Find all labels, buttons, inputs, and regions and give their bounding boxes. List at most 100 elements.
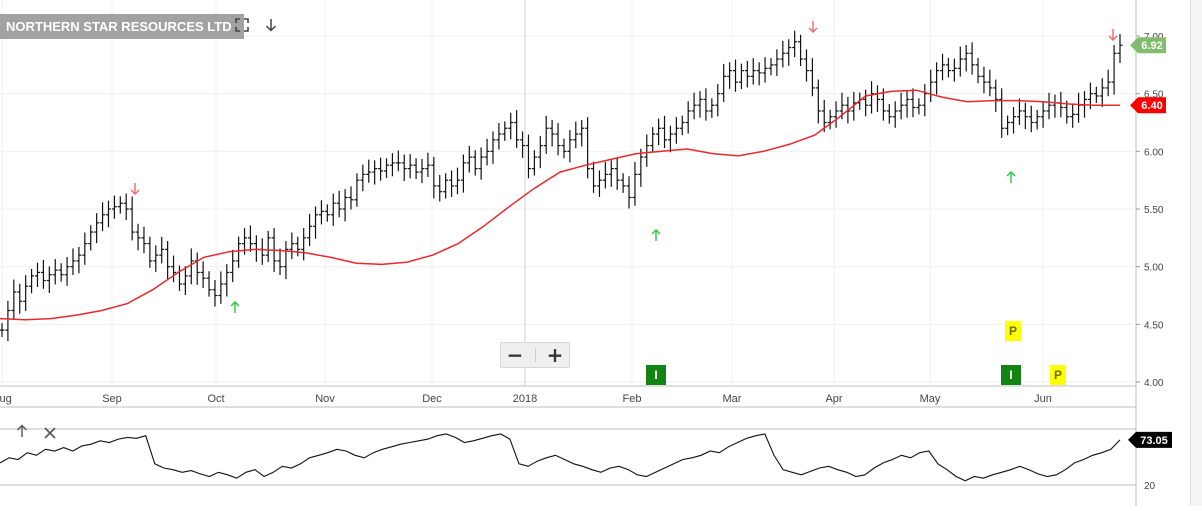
ohlc-bar (514, 110, 520, 149)
ohlc-bar (378, 157, 384, 181)
buy-signal-arrow (651, 229, 661, 241)
ohlc-bar (809, 58, 815, 97)
ohlc-bar (537, 135, 543, 169)
ohlc-bar (1034, 109, 1040, 130)
ohlc-bar (638, 148, 644, 187)
ohlc-bar (709, 98, 715, 118)
ohlc-bar (76, 246, 82, 274)
ohlc-bar (236, 236, 242, 268)
ohlc-bar (188, 248, 194, 285)
ohlc-bar (70, 248, 76, 275)
zoom-in-button[interactable]: + (546, 343, 564, 367)
ohlc-bar (591, 161, 597, 193)
y-tick-label: 5.00 (1144, 263, 1164, 274)
ohlc-bar (342, 189, 348, 222)
ohlc-bar (247, 225, 253, 252)
zoom-out-button[interactable]: − (506, 343, 524, 367)
ohlc-bar (490, 131, 496, 164)
ohlc-bar (82, 232, 88, 265)
ohlc-bar (324, 204, 330, 222)
ohlc-bar (1105, 69, 1111, 97)
ohlc-bar (727, 62, 733, 89)
ohlc-bar (23, 275, 29, 311)
ohlc-bar (200, 261, 206, 288)
ohlc-bar (478, 147, 484, 180)
ohlc-bar (715, 83, 721, 117)
y-tick-label: 6.00 (1144, 147, 1164, 158)
buy-signal-arrow (230, 301, 240, 313)
ohlc-bar (100, 202, 106, 232)
ohlc-bar (1070, 104, 1076, 128)
ohlc-bar (969, 42, 975, 75)
x-tick-label: Nov (315, 393, 335, 405)
ticker-label: NORTHERN STAR RESOURCES LTD (0, 14, 244, 39)
ohlc-bar (283, 241, 289, 280)
ohlc-bar (880, 88, 886, 121)
ohlc-bar (815, 79, 821, 124)
event-marker-label: I (654, 368, 657, 382)
ohlc-bar (892, 101, 898, 128)
ohlc-bar (1028, 105, 1034, 133)
ohlc-bar (383, 158, 389, 178)
ohlc-bar (963, 44, 969, 72)
ohlc-bar (833, 101, 839, 128)
y-tick-label: 6.50 (1144, 90, 1164, 101)
ohlc-bar (165, 241, 171, 280)
ohlc-bar (987, 69, 993, 97)
ohlc-bar (543, 115, 549, 154)
event-marker-label: P (1009, 324, 1017, 338)
ohlc-bar (437, 174, 443, 202)
ma-value-label: 6.40 (1141, 100, 1162, 112)
ohlc-bar (821, 99, 827, 133)
ohlc-bar (614, 157, 620, 190)
ohlc-bar (0, 323, 5, 338)
x-tick-label: Dec (422, 393, 442, 405)
expand-icon[interactable] (235, 18, 249, 36)
ohlc-bar (484, 138, 490, 166)
ohlc-bar (644, 134, 650, 167)
ohlc-bar (389, 153, 395, 177)
ohlc-bar (105, 200, 111, 228)
ohlc-bar (869, 81, 875, 114)
sell-signal-arrow (130, 183, 140, 195)
event-marker-box (646, 365, 666, 385)
ohlc-bar (940, 53, 946, 81)
x-tick-label: Oct (207, 393, 224, 405)
x-tick-label: Aug (0, 393, 12, 405)
arrow-down-icon[interactable] (265, 18, 277, 36)
ohlc-bar (555, 122, 561, 156)
ohlc-bar (153, 245, 159, 272)
ohlc-bar (886, 104, 892, 124)
ohlc-bar (656, 118, 662, 146)
ohlc-bar (301, 228, 307, 261)
ohlc-bar (786, 39, 792, 66)
ohlc-bar (466, 146, 472, 173)
event-marker-box (1005, 321, 1021, 341)
ohlc-bar (626, 176, 632, 209)
ohlc-bar (366, 159, 372, 183)
ohlc-bar (29, 268, 35, 294)
ohlc-bar (738, 63, 744, 90)
ohlc-bar (863, 89, 869, 117)
ohlc-bar (916, 98, 922, 115)
ohlc-bar (798, 34, 804, 66)
scrollbar[interactable] (1190, 0, 1202, 506)
ohlc-bar (449, 170, 455, 198)
ohlc-bar (171, 255, 177, 283)
arrow-up-icon[interactable] (16, 424, 28, 442)
ohlc-bar (602, 161, 608, 189)
close-icon[interactable] (44, 425, 56, 443)
y-tick-label: 5.50 (1144, 205, 1164, 216)
ohlc-bar (295, 236, 301, 257)
y-tick-label: 4.00 (1144, 378, 1164, 389)
ohlc-bar (94, 213, 100, 244)
ohlc-bar (573, 121, 579, 149)
oscillator-value-label: 73.05 (1140, 435, 1168, 447)
ohlc-bar (454, 167, 460, 195)
ohlc-bar (1040, 101, 1046, 128)
ohlc-bar (1005, 115, 1011, 136)
ohlc-bar (212, 280, 218, 307)
ohlc-bar (673, 117, 679, 144)
ohlc-bar (904, 91, 910, 118)
x-tick-label: May (920, 393, 941, 405)
